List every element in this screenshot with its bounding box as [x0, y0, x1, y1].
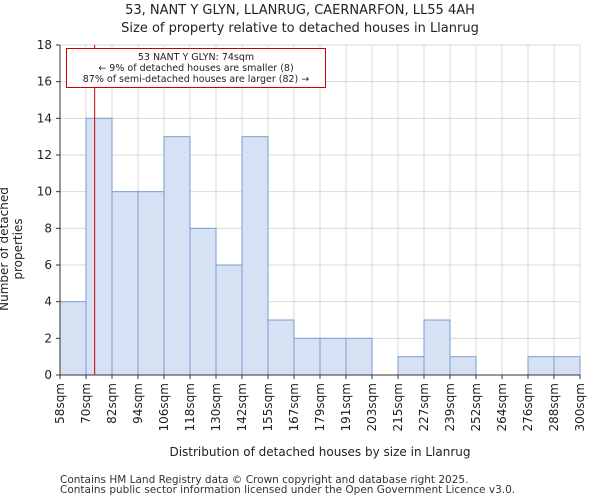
histogram-bar [397, 356, 425, 376]
histogram-bar [527, 356, 555, 376]
histogram-bar [59, 301, 87, 376]
x-tick-label: 252sqm [469, 383, 483, 431]
histogram-bar [449, 356, 477, 376]
x-tick-label: 191sqm [339, 383, 353, 431]
x-axis-label: Distribution of detached houses by size … [169, 445, 471, 459]
histogram-bar [345, 337, 373, 376]
histogram-bar [293, 337, 321, 376]
y-tick-label: 6 [44, 258, 52, 272]
y-tick-label: 4 [44, 295, 52, 309]
y-tick-label: 2 [44, 331, 52, 345]
x-tick-label: 203sqm [365, 383, 379, 431]
histogram-bar [267, 319, 295, 376]
histogram-bar [215, 264, 243, 376]
x-tick-label: 179sqm [313, 383, 327, 431]
x-tick-label: 264sqm [495, 383, 509, 431]
y-tick-label: 10 [37, 185, 52, 199]
x-tick-label: 118sqm [183, 383, 197, 431]
histogram-bar [319, 337, 347, 376]
histogram-bar [111, 191, 139, 376]
footer-line-1: Contains HM Land Registry data © Crown c… [60, 474, 469, 486]
x-tick-label: 130sqm [209, 383, 223, 431]
x-tick-label: 227sqm [417, 383, 431, 431]
x-tick-label: 70sqm [79, 383, 93, 424]
histogram-bar [189, 227, 217, 376]
x-tick-label: 215sqm [391, 383, 405, 431]
x-tick-label: 58sqm [53, 383, 67, 424]
chart-title: 53, NANT Y GLYN, LLANRUG, CAERNARFON, LL… [125, 3, 475, 18]
x-tick-label: 276sqm [521, 383, 535, 431]
x-tick-label: 155sqm [261, 383, 275, 431]
histogram-bar [85, 117, 113, 376]
y-tick-label: 12 [37, 148, 52, 162]
annotation-line-1: 53 NANT Y GLYN: 74sqm [137, 52, 255, 63]
x-tick-label: 106sqm [157, 383, 171, 431]
marker-annotation: 53 NANT Y GLYN: 74sqm ← 9% of detached h… [66, 48, 326, 88]
histogram-bar [137, 191, 165, 376]
histogram-bar [163, 136, 191, 376]
x-tick-label: 300sqm [573, 383, 587, 431]
y-axis-label: Number of detached properties [0, 187, 25, 311]
footer-line-2: Contains public sector information licen… [60, 484, 516, 496]
chart-subtitle: Size of property relative to detached ho… [121, 21, 479, 36]
x-tick-label: 288sqm [547, 383, 561, 431]
histogram-bar [241, 136, 269, 376]
y-tick-label: 14 [37, 111, 52, 125]
x-tick-label: 142sqm [235, 383, 249, 431]
y-tick-label: 18 [37, 38, 52, 52]
x-tick-label: 167sqm [287, 383, 301, 431]
x-tick-label: 239sqm [443, 383, 457, 431]
histogram-bar [553, 356, 581, 376]
y-tick-label: 16 [37, 75, 52, 89]
annotation-line-2: ← 9% of detached houses are smaller (8) [98, 63, 294, 74]
x-tick-label: 94sqm [131, 383, 145, 424]
histogram-bar [423, 319, 451, 376]
y-tick-label: 8 [44, 221, 52, 235]
x-tick-label: 82sqm [105, 383, 119, 424]
annotation-line-3: 87% of semi-detached houses are larger (… [82, 74, 310, 85]
y-tick-label: 0 [44, 368, 52, 382]
